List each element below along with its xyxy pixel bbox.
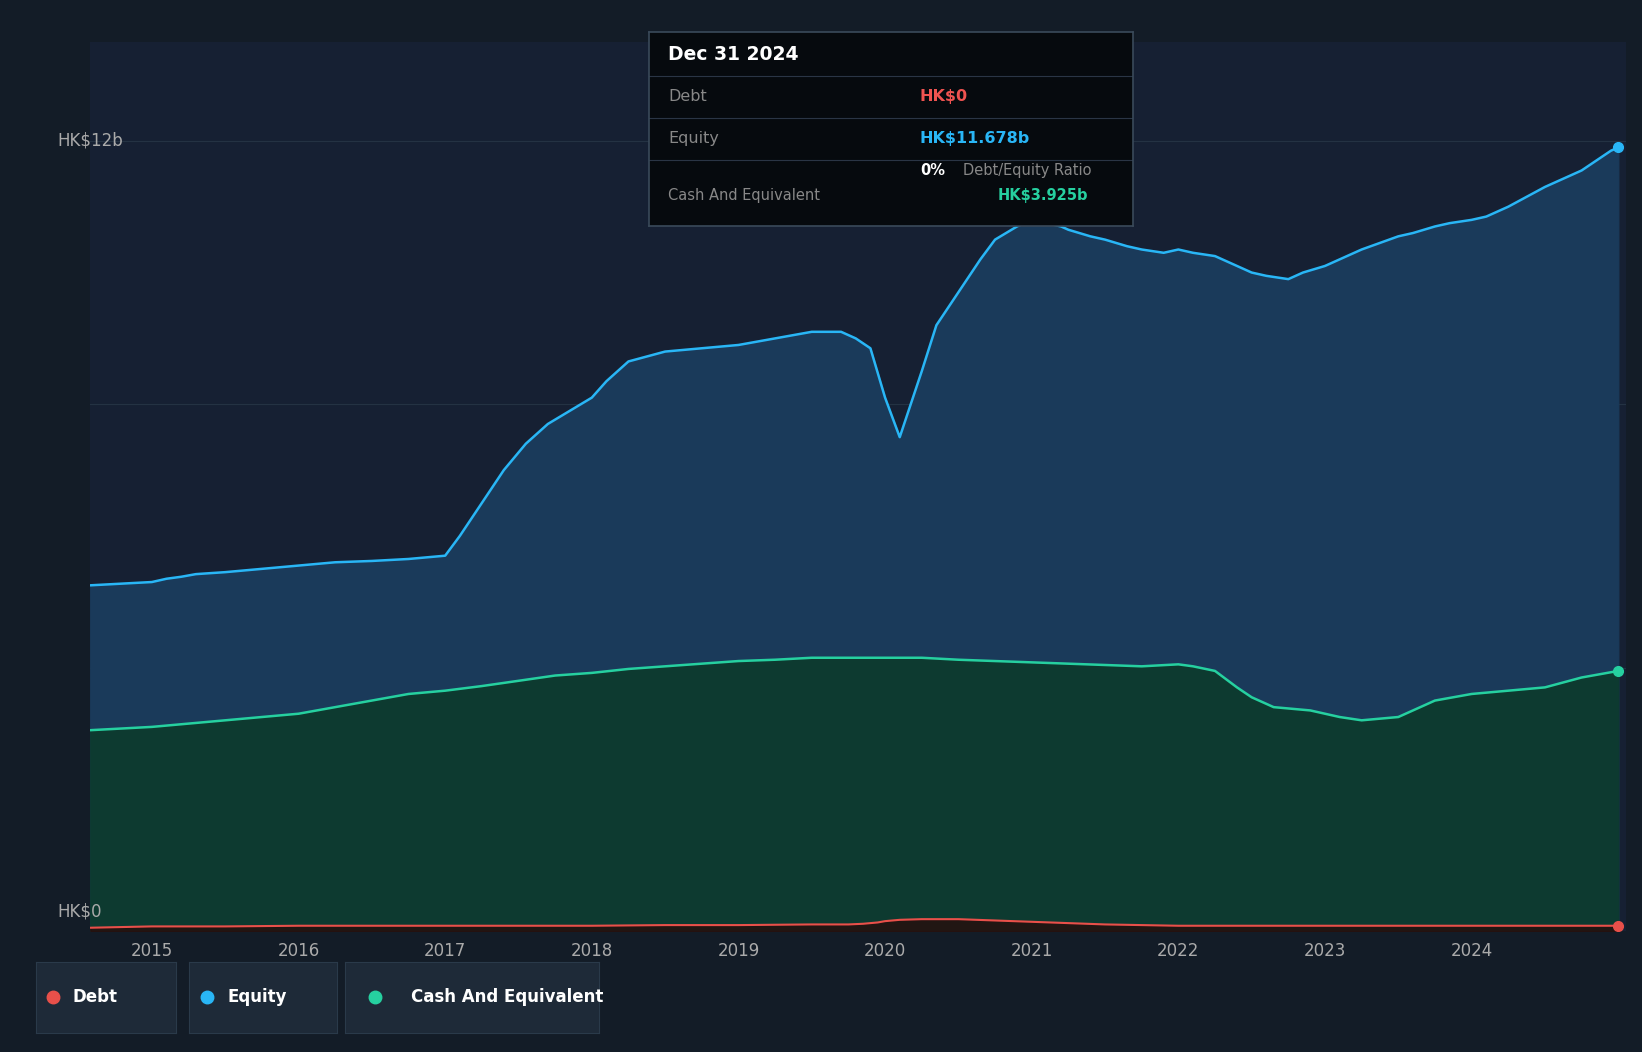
Text: HK$3.925b: HK$3.925b [997,187,1089,203]
Text: HK$11.678b: HK$11.678b [920,132,1030,146]
Text: Cash And Equivalent: Cash And Equivalent [668,187,819,203]
Text: Debt: Debt [668,89,706,104]
Text: Debt: Debt [72,988,118,1007]
Text: HK$0: HK$0 [57,903,102,920]
Text: Equity: Equity [668,132,719,146]
Text: 0%: 0% [920,163,944,178]
Text: Equity: Equity [227,988,287,1007]
Text: HK$0: HK$0 [920,89,969,104]
Text: Dec 31 2024: Dec 31 2024 [668,45,798,64]
Text: HK$12b: HK$12b [57,132,123,149]
Text: Debt/Equity Ratio: Debt/Equity Ratio [964,163,1092,178]
Text: Cash And Equivalent: Cash And Equivalent [410,988,603,1007]
